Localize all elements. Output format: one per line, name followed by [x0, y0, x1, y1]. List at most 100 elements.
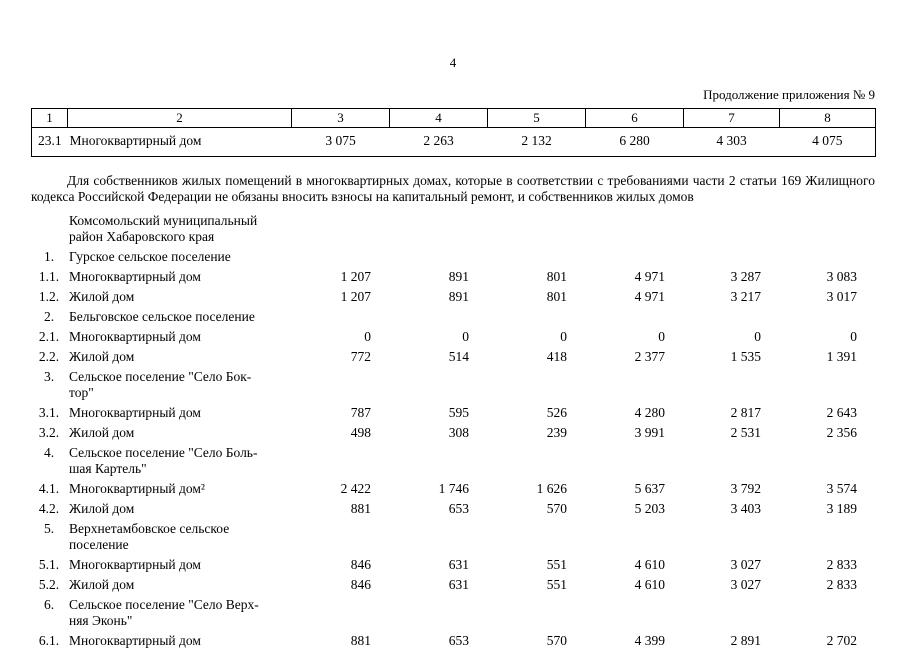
- row-value: 0: [462, 329, 469, 344]
- row-value: [683, 519, 779, 555]
- row-value: 570: [546, 501, 567, 516]
- row-label: Сельское поселение "Село Боль- шая Карте…: [69, 445, 258, 476]
- row-value: [779, 367, 875, 403]
- row-value: 5 203: [634, 501, 665, 516]
- row-value: 2 531: [730, 425, 761, 440]
- row-number: 1.: [43, 249, 55, 264]
- row-value: [291, 307, 389, 327]
- row-value: [779, 595, 875, 631]
- row-value: 631: [448, 577, 469, 592]
- note-paragraph: Для собственников жилых помещений в мног…: [31, 173, 875, 204]
- table-row: 3.1. Многоквартирный дом 787 595 526 4 2…: [31, 403, 875, 423]
- row-value: 1 746: [438, 481, 469, 496]
- row-value: [683, 367, 779, 403]
- row-number: 5.1.: [38, 557, 60, 572]
- page-number: 4: [449, 55, 457, 70]
- row-value: 3 083: [826, 269, 857, 284]
- row-label: Гурское сельское поселение: [69, 249, 231, 264]
- row-value: [291, 595, 389, 631]
- row-value: [683, 443, 779, 479]
- row-value: [779, 443, 875, 479]
- row-number: 23.1: [37, 133, 62, 148]
- row-value: 2 643: [826, 405, 857, 420]
- row-value: [683, 247, 779, 267]
- row-label: Жилой дом: [69, 425, 135, 440]
- column-header: 8: [779, 108, 876, 128]
- row-value: 551: [546, 557, 567, 572]
- row-value: 5 637: [634, 481, 665, 496]
- row-value: [779, 307, 875, 327]
- row-value: [389, 307, 487, 327]
- row-label: Сельское поселение "Село Верх- няя Эконь…: [69, 597, 259, 628]
- row-value: 891: [448, 269, 469, 284]
- row-number: 2.2.: [38, 349, 60, 364]
- row-label: Верхнетамбовское сельское поселение: [69, 521, 230, 552]
- row-value: 239: [546, 425, 567, 440]
- row-number: 3.2.: [38, 425, 60, 440]
- row-label: Многоквартирный дом: [69, 269, 201, 284]
- row-value: 4 303: [716, 133, 747, 148]
- row-label: Жилой дом: [69, 501, 135, 516]
- row-label: Многоквартирный дом: [69, 133, 202, 148]
- row-label: Бельговское сельское поселение: [69, 309, 255, 324]
- settlements-data-table: Комсомольский муниципальный район Хабаро…: [31, 211, 875, 651]
- row-value: 2 833: [826, 577, 857, 592]
- row-value: 498: [350, 425, 371, 440]
- row-value: 551: [546, 577, 567, 592]
- row-value: [585, 443, 683, 479]
- column-header: 6: [585, 108, 684, 128]
- row-value: 846: [350, 577, 371, 592]
- table-row: 1.1. Многоквартирный дом 1 207 891 801 4…: [31, 267, 875, 287]
- row-value: [683, 307, 779, 327]
- row-value: 653: [448, 501, 469, 516]
- row-value: 595: [448, 405, 469, 420]
- row-value: [487, 247, 585, 267]
- row-value: 514: [448, 349, 469, 364]
- row-label: Многоквартирный дом²: [69, 481, 205, 496]
- table-row: 5.2. Жилой дом 846 631 551 4 610 3 027 2…: [31, 575, 875, 595]
- row-value: 801: [546, 269, 567, 284]
- row-value: 653: [448, 633, 469, 648]
- row-value: [487, 519, 585, 555]
- row-number: 3.: [43, 369, 55, 384]
- row-label: Многоквартирный дом: [69, 329, 201, 344]
- row-value: 3 574: [826, 481, 857, 496]
- row-number: 6.: [43, 597, 55, 612]
- row-value: 3 189: [826, 501, 857, 516]
- row-value: 3 075: [325, 133, 356, 148]
- row-value: [487, 367, 585, 403]
- row-number: 2.1.: [38, 329, 60, 344]
- row-value: 4 399: [634, 633, 665, 648]
- row-value: 881: [350, 501, 371, 516]
- table-row: 6. Сельское поселение "Село Верх- няя Эк…: [31, 595, 875, 631]
- table-row: 6.1. Многоквартирный дом 881 653 570 4 3…: [31, 631, 875, 651]
- table-row: 4. Сельское поселение "Село Боль- шая Ка…: [31, 443, 875, 479]
- row-value: [779, 247, 875, 267]
- row-value: 3 403: [730, 501, 761, 516]
- table-row: Комсомольский муниципальный район Хабаро…: [31, 211, 875, 247]
- table-row: 3.2. Жилой дом 498 308 239 3 991 2 531 2…: [31, 423, 875, 443]
- row-value: 846: [350, 557, 371, 572]
- row-value: 1 207: [340, 269, 371, 284]
- row-value: 2 817: [730, 405, 761, 420]
- row-value: 3 792: [730, 481, 761, 496]
- row-value: [585, 307, 683, 327]
- row-value: [585, 211, 683, 247]
- row-value: [683, 595, 779, 631]
- row-value: 2 422: [340, 481, 371, 496]
- row-number: 5.: [43, 521, 55, 536]
- row-value: 631: [448, 557, 469, 572]
- row-value: 4 610: [634, 577, 665, 592]
- row-value: [487, 443, 585, 479]
- row-value: 0: [658, 329, 665, 344]
- row-label: Жилой дом: [69, 577, 135, 592]
- row-number: 3.1.: [38, 405, 60, 420]
- row-value: [389, 595, 487, 631]
- row-value: [291, 519, 389, 555]
- row-value: 4 610: [634, 557, 665, 572]
- row-value: 2 263: [423, 133, 454, 148]
- row-value: 0: [560, 329, 567, 344]
- numbered-columns-table: 1 2 3 4 5 6 7 8 23.1 Многоквартирный дом…: [31, 108, 876, 157]
- row-value: [585, 519, 683, 555]
